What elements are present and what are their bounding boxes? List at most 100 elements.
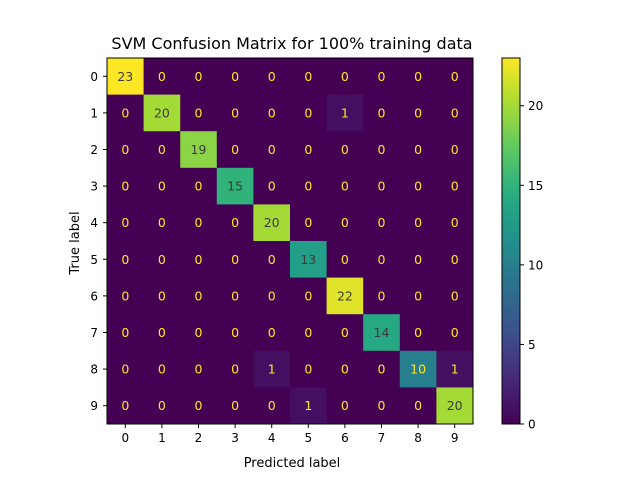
matrix-cell-9-6 bbox=[326, 387, 364, 425]
matrix-value-label: 0 bbox=[414, 325, 422, 340]
matrix-cell-8-7 bbox=[363, 350, 401, 388]
matrix-cell-3-4 bbox=[253, 167, 291, 205]
matrix-value-label: 0 bbox=[268, 142, 276, 157]
matrix-cell-4-9 bbox=[436, 204, 474, 242]
matrix-cell-8-5 bbox=[290, 350, 328, 388]
colorbar-tick-label: 10 bbox=[528, 258, 543, 272]
matrix-value-label: 0 bbox=[268, 288, 276, 303]
matrix-cell-7-1 bbox=[143, 314, 181, 352]
matrix-value-label: 0 bbox=[158, 252, 166, 267]
matrix-cell-0-8 bbox=[399, 58, 437, 96]
matrix-value-label: 0 bbox=[414, 252, 422, 267]
matrix-value-label: 0 bbox=[414, 69, 422, 84]
matrix-value-label: 0 bbox=[158, 398, 166, 413]
x-tick-label: 3 bbox=[231, 431, 239, 445]
y-axis-label: True label bbox=[68, 211, 83, 275]
matrix-value-label: 1 bbox=[451, 362, 459, 377]
matrix-cell-9-2 bbox=[180, 387, 218, 425]
x-tick-label: 9 bbox=[451, 431, 459, 445]
matrix-cell-4-1 bbox=[143, 204, 181, 242]
matrix-cells bbox=[107, 58, 474, 425]
y-tick-label: 3 bbox=[90, 180, 98, 194]
matrix-value-label: 0 bbox=[158, 325, 166, 340]
matrix-value-label: 0 bbox=[414, 215, 422, 230]
matrix-value-label: 0 bbox=[451, 142, 459, 157]
matrix-cell-0-9 bbox=[436, 58, 474, 96]
matrix-value-label: 0 bbox=[451, 69, 459, 84]
matrix-cell-4-3 bbox=[216, 204, 254, 242]
matrix-cell-3-0 bbox=[107, 167, 145, 205]
matrix-cell-7-2 bbox=[180, 314, 218, 352]
matrix-cell-5-8 bbox=[399, 241, 437, 279]
matrix-value-label: 0 bbox=[414, 179, 422, 194]
matrix-cell-6-2 bbox=[180, 277, 218, 315]
x-tick-label: 6 bbox=[341, 431, 349, 445]
x-tick-label: 8 bbox=[414, 431, 422, 445]
matrix-value-label: 0 bbox=[231, 69, 239, 84]
matrix-cell-3-6 bbox=[326, 167, 364, 205]
matrix-value-labels: 23 0 0 0 0 0 0 0 0 00 20 0 0 0 0 1 0 0 00 0 19 0 0 0 0 0 0 00 0 0 15 0 0… bbox=[117, 69, 462, 413]
matrix-value-label: 0 bbox=[231, 105, 239, 120]
matrix-value-label: 0 bbox=[121, 179, 129, 194]
matrix-cell-2-9 bbox=[436, 131, 474, 169]
matrix-value-label: 0 bbox=[231, 142, 239, 157]
colorbar-tick-label: 5 bbox=[528, 338, 536, 352]
y-tick-label: 6 bbox=[90, 289, 98, 303]
matrix-value-label: 0 bbox=[121, 362, 129, 377]
matrix-cell-8-3 bbox=[216, 350, 254, 388]
matrix-cell-2-8 bbox=[399, 131, 437, 169]
matrix-cell-6-5 bbox=[290, 277, 328, 315]
matrix-value-label: 15 bbox=[227, 179, 243, 194]
matrix-value-label: 0 bbox=[451, 215, 459, 230]
matrix-value-label: 0 bbox=[195, 288, 203, 303]
matrix-cell-9-0 bbox=[107, 387, 145, 425]
matrix-cell-6-3 bbox=[216, 277, 254, 315]
y-tick-label: 0 bbox=[90, 70, 98, 84]
matrix-cell-4-5 bbox=[290, 204, 328, 242]
matrix-cell-8-6 bbox=[326, 350, 364, 388]
matrix-value-label: 0 bbox=[451, 325, 459, 340]
matrix-value-label: 0 bbox=[414, 288, 422, 303]
x-tick-label: 7 bbox=[378, 431, 386, 445]
x-tick-label: 5 bbox=[304, 431, 312, 445]
matrix-cell-1-0 bbox=[107, 94, 145, 132]
matrix-cell-5-4 bbox=[253, 241, 291, 279]
matrix-value-label: 0 bbox=[268, 325, 276, 340]
matrix-value-label: 0 bbox=[378, 179, 386, 194]
matrix-value-label: 20 bbox=[264, 215, 280, 230]
matrix-cell-3-3 bbox=[216, 167, 254, 205]
matrix-cell-9-7 bbox=[363, 387, 401, 425]
matrix-value-label: 0 bbox=[121, 105, 129, 120]
matrix-value-label: 0 bbox=[195, 252, 203, 267]
y-tick-label: 4 bbox=[90, 216, 98, 230]
matrix-value-label: 0 bbox=[121, 398, 129, 413]
matrix-value-label: 0 bbox=[121, 142, 129, 157]
matrix-cell-1-1 bbox=[143, 94, 181, 132]
matrix-value-label: 14 bbox=[374, 325, 390, 340]
matrix-value-label: 0 bbox=[378, 288, 386, 303]
matrix-value-label: 19 bbox=[191, 142, 207, 157]
matrix-cell-4-4 bbox=[253, 204, 291, 242]
colorbar-tick-label: 20 bbox=[528, 99, 543, 113]
matrix-value-label: 1 bbox=[304, 398, 312, 413]
matrix-cell-5-6 bbox=[326, 241, 364, 279]
x-tick-label: 0 bbox=[121, 431, 129, 445]
x-tick-label: 4 bbox=[268, 431, 276, 445]
matrix-cell-6-8 bbox=[399, 277, 437, 315]
matrix-cell-3-5 bbox=[290, 167, 328, 205]
matrix-value-label: 0 bbox=[378, 142, 386, 157]
y-tick-label: 9 bbox=[90, 399, 98, 413]
matrix-cell-6-7 bbox=[363, 277, 401, 315]
matrix-cell-4-8 bbox=[399, 204, 437, 242]
y-tick-label: 1 bbox=[90, 106, 98, 120]
matrix-cell-7-6 bbox=[326, 314, 364, 352]
matrix-cell-9-3 bbox=[216, 387, 254, 425]
matrix-value-label: 0 bbox=[231, 362, 239, 377]
matrix-cell-2-1 bbox=[143, 131, 181, 169]
matrix-cell-4-7 bbox=[363, 204, 401, 242]
matrix-cell-5-5 bbox=[290, 241, 328, 279]
matrix-cell-1-4 bbox=[253, 94, 291, 132]
matrix-cell-7-8 bbox=[399, 314, 437, 352]
